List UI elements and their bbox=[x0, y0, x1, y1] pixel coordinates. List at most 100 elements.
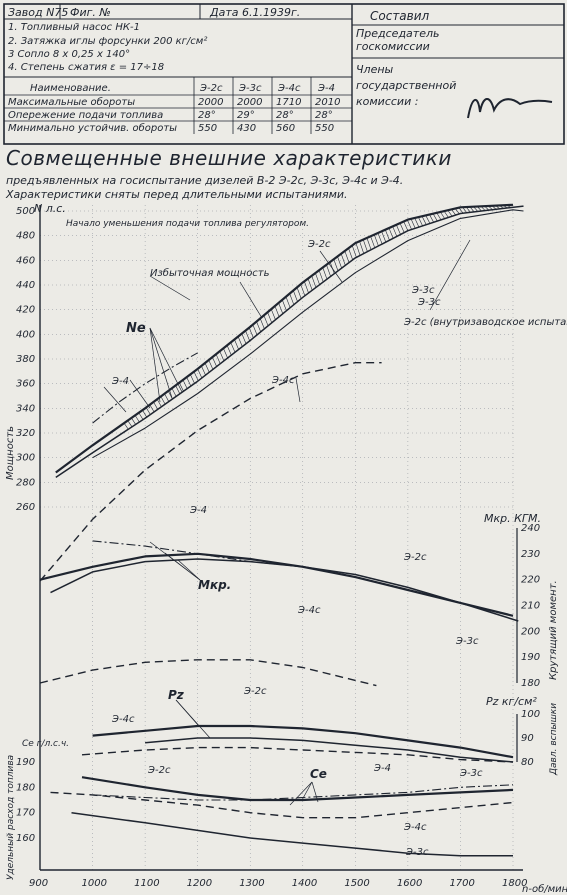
label-pz-e3c: Э-3с bbox=[459, 768, 483, 779]
power-tick-label: 360 bbox=[16, 379, 35, 390]
x-tick-label: 1100 bbox=[134, 878, 159, 889]
members-box: Члены государственной комиссии : bbox=[356, 63, 457, 108]
chairman-box: Председатель госкомиссии bbox=[356, 27, 439, 53]
ce-tick-label: 180 bbox=[16, 782, 35, 793]
annotation-ne: Ne bbox=[126, 321, 146, 336]
compiled-label: Составил bbox=[370, 9, 430, 23]
pz-unit-label: Pz кг/см² bbox=[486, 695, 537, 708]
power-tick-label: 440 bbox=[16, 280, 35, 291]
date-label: Дата 6.1.1939г. bbox=[209, 6, 300, 19]
chart-subtitle-1: предъявленных на госиспытание дизелей В-… bbox=[6, 174, 403, 187]
table-header-e3c: Э-3с bbox=[238, 83, 262, 94]
chart-series bbox=[39, 203, 524, 857]
x-tick-label: 1500 bbox=[344, 878, 369, 889]
table-cell: 28° bbox=[276, 110, 294, 121]
ce-series-line bbox=[50, 791, 514, 819]
table-cell: 2010 bbox=[315, 97, 340, 108]
power-tick-label: 340 bbox=[16, 403, 35, 414]
power-tick-label: 460 bbox=[16, 255, 35, 266]
ce-tick-label: 160 bbox=[16, 833, 35, 844]
power-tick-label: 420 bbox=[16, 305, 35, 316]
label-e2c-internal: Э-2с (внутризаводское испытание) bbox=[403, 317, 567, 328]
label-pz-e4c: Э-4с bbox=[111, 714, 135, 725]
torque-unit-label: Mкр. КГМ. bbox=[484, 512, 541, 525]
power-series-line bbox=[39, 362, 382, 582]
torque-axis-title: Крутящий момент. bbox=[548, 580, 559, 680]
table-header-e4: Э-4 bbox=[317, 83, 335, 94]
pz-axis-title: Давл. вспышки bbox=[549, 703, 559, 776]
members-label: Члены государственной комиссии : bbox=[356, 63, 457, 108]
annotation-excess-power: Избыточная мощность bbox=[150, 267, 270, 279]
power-axis-title: Мощность bbox=[5, 426, 16, 480]
torque-series-line bbox=[50, 558, 519, 622]
table-header-name: Наименование. bbox=[30, 83, 111, 94]
torque-tick-label: 220 bbox=[521, 575, 540, 586]
x-tick-label: 1300 bbox=[239, 878, 264, 889]
ce-tick-label: 170 bbox=[16, 808, 35, 819]
table-header-e2c: Э-2с bbox=[199, 83, 223, 94]
x-tick-label: 1200 bbox=[187, 878, 212, 889]
power-tick-label: 380 bbox=[16, 354, 35, 365]
pz-tick-label: 100 bbox=[521, 709, 540, 720]
power-tick-label: 260 bbox=[16, 502, 35, 513]
note-4: 4. Степень сжатия ε = 17÷18 bbox=[8, 62, 164, 73]
label-torque-e2c: Э-2с bbox=[403, 552, 427, 563]
plant-label: Завод N75 bbox=[8, 6, 68, 19]
annotation-pz: Pz bbox=[168, 688, 185, 702]
table-row-label: Опережение подачи топлива bbox=[8, 110, 163, 121]
ce-series-line bbox=[92, 784, 514, 801]
annotation-ce: Ce bbox=[310, 767, 327, 781]
x-axis-title: n-об/мин bbox=[522, 883, 567, 895]
pz-tick-label: 80 bbox=[521, 757, 534, 768]
figure-label: Фиг. № bbox=[70, 6, 111, 19]
note-1: 1. Топливный насос НК-1 bbox=[8, 22, 140, 33]
table-cell: 550 bbox=[198, 123, 217, 134]
annotation-mkr: Mкр. bbox=[198, 578, 231, 592]
label-ce-e2c: Э-2с bbox=[147, 765, 171, 776]
table-body: Максимальные обороты 2000 2000 1710 2010 Опер… bbox=[8, 96, 340, 134]
torque-tick-label: 180 bbox=[521, 678, 540, 689]
ce-unit-label: Ce г/л.с.ч. bbox=[22, 739, 69, 749]
note-3: 3 Сопло 8 x 0,25 x 140° bbox=[8, 49, 130, 60]
label-power-e4: Э-4 bbox=[111, 376, 129, 387]
header-frame bbox=[3, 3, 565, 145]
table-row-label: Минимально устойчив. обороты bbox=[8, 122, 177, 134]
label-power-e4c: Э-4с bbox=[271, 375, 295, 386]
table-cell: 28° bbox=[198, 110, 216, 121]
table-cell: 1710 bbox=[276, 97, 301, 108]
table-row-label: Максимальные обороты bbox=[8, 96, 135, 108]
label-power-e2c: Э-2с bbox=[307, 239, 331, 250]
x-tick-label: 900 bbox=[29, 878, 48, 889]
chart-subtitle-2: Характеристики сняты перед длительными и… bbox=[5, 188, 348, 201]
power-series-line bbox=[55, 205, 524, 479]
label-torque-e4c: Э-4с bbox=[297, 605, 321, 616]
ce-tick-label: 190 bbox=[16, 757, 35, 768]
table-cell: 29° bbox=[237, 110, 255, 121]
table-cell: 550 bbox=[315, 123, 334, 134]
x-tick-label: 1000 bbox=[82, 878, 107, 889]
pz-tick-label: 90 bbox=[521, 733, 534, 744]
torque-series-line bbox=[39, 659, 377, 687]
table-header-e4c: Э-4с bbox=[277, 83, 301, 94]
torque-tick-label: 230 bbox=[521, 549, 540, 560]
signature bbox=[467, 98, 553, 119]
label-torque-e4: Э-4 bbox=[189, 505, 207, 516]
table-cell: 560 bbox=[276, 123, 295, 134]
pz-series-line bbox=[145, 737, 514, 763]
label-ce-e4c: Э-4с bbox=[403, 822, 427, 833]
ce-series-line bbox=[81, 776, 514, 802]
x-tick-label: 1700 bbox=[449, 878, 474, 889]
label-ce-e3c: Э-3с bbox=[405, 847, 429, 858]
note-2: 2. Затяжка иглы форсунки 200 кг/см² bbox=[8, 36, 207, 47]
chart-title: Совмещенные внешние характеристики bbox=[6, 146, 452, 170]
ce-series-line bbox=[71, 811, 513, 857]
power-tick-label: 480 bbox=[16, 231, 35, 242]
power-unit-label: N л.с. bbox=[34, 202, 66, 215]
power-series-line bbox=[55, 203, 514, 474]
chart-axes bbox=[39, 205, 523, 871]
leader-lines bbox=[103, 239, 471, 806]
torque-tick-label: 190 bbox=[521, 652, 540, 663]
power-tick-label: 400 bbox=[16, 329, 35, 340]
